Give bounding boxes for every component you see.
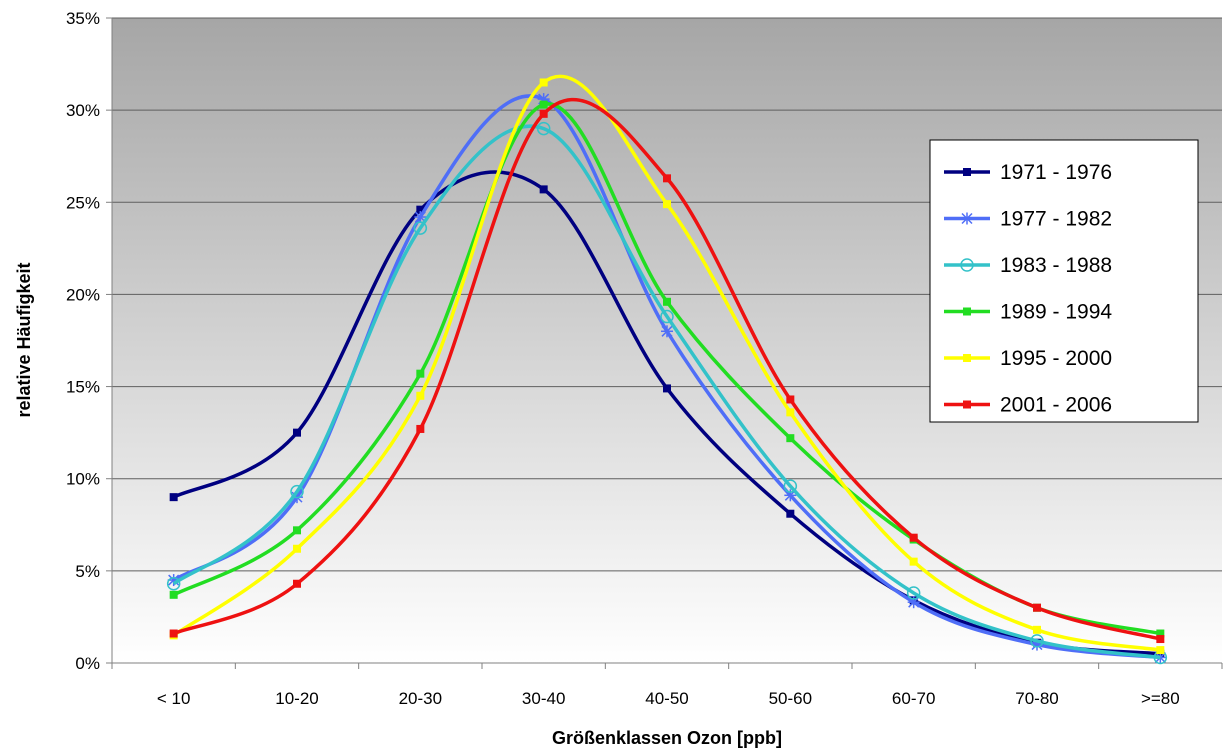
data-point [663,297,671,306]
legend-marker [963,307,971,316]
legend-items: 1971 - 1976 1977 - 1982 1983 - 1988 1989 - … [944,161,1112,417]
legend-label: 1983 - 1988 [1000,254,1112,277]
legend-item: 2001 - 2006 [944,394,1112,417]
data-point [786,434,795,443]
data-point [907,596,920,609]
data-point [413,221,428,235]
data-point [539,78,548,87]
data-point [290,484,304,499]
legend-label: 1977 - 1982 [1000,208,1112,231]
data-point [293,526,301,535]
data-point [539,185,548,194]
data-point [416,391,425,400]
legend-item: 1995 - 2000 [944,347,1112,370]
x-axis-ticks: < 10 10-20 20-30 30-40 40-50 50-60 60-70 70-80 >… [111,663,1223,708]
series-line [173,97,1161,641]
legend: 1971 - 1976 1977 - 1982 1983 - 1988 1989 - … [929,139,1199,423]
x-tick-label: 10-20 [275,689,318,708]
x-tick-label: < 10 [157,689,191,708]
legend-marker [963,400,971,409]
y-tick-label: 30% [66,101,100,120]
data-point [1156,629,1165,638]
series-line [172,124,1161,660]
legend-item: 1983 - 1988 [944,254,1112,277]
x-tick-label: 30-40 [522,689,565,708]
data-point [1156,646,1165,655]
legend-label: 1989 - 1994 [1000,301,1112,324]
legend-item: 1989 - 1994 [944,301,1112,324]
data-point [169,629,178,638]
x-tick-label: 70-80 [1015,689,1058,708]
y-axis-ticks: 0% 5% 10% 15% 20% 25% 30% 35% [66,9,112,673]
x-tick-label: >=80 [1141,689,1180,708]
data-point [416,424,425,433]
series-line [172,170,1161,656]
y-tick-label: 10% [66,470,100,489]
x-tick-label: 50-60 [769,689,812,708]
x-tick-label: 40-50 [645,689,688,708]
data-point [663,200,671,209]
data-point [786,509,795,518]
data-point [661,325,673,338]
data-point [663,174,671,183]
y-tick-label: 15% [66,378,100,397]
legend-label: 2001 - 2006 [1000,394,1112,417]
data-point [293,579,301,588]
x-axis-label: Größenklassen Ozon [ppb] [552,728,782,748]
y-axis-label: relative Häufigkeit [14,262,34,417]
x-tick-label: 60-70 [892,689,935,708]
series-line [172,74,1161,652]
x-tick-label: 20-30 [399,689,442,708]
data-point [909,533,918,542]
data-point [783,479,798,493]
data-point [1033,603,1041,612]
legend-label: 1971 - 1976 [1000,161,1112,184]
y-tick-label: 35% [66,9,100,28]
legend-label: 1995 - 2000 [1000,347,1112,370]
series-layer [166,74,1168,665]
series-6 [169,97,1165,644]
legend-marker [961,212,973,225]
data-point [416,205,425,214]
data-point [539,100,548,109]
y-tick-label: 20% [66,285,100,304]
data-point [536,121,551,136]
data-point [169,493,178,502]
legend-marker [963,168,971,176]
legend-marker [960,258,974,272]
data-point [166,577,181,591]
data-point [660,309,674,324]
legend-marker [963,354,971,362]
legend-item: 1971 - 1976 [944,161,1112,184]
data-point [293,428,301,437]
y-tick-label: 25% [66,193,100,212]
legend-box [929,139,1199,423]
data-point [1030,634,1044,648]
data-point [169,590,178,599]
y-tick-label: 0% [75,654,100,673]
data-point [416,369,425,378]
data-point [909,557,918,566]
data-point [906,586,921,600]
legend-item: 1977 - 1982 [944,208,1112,231]
data-point [1156,635,1165,644]
data-point [1033,625,1041,634]
data-point [539,109,548,118]
y-tick-label: 5% [75,562,100,581]
data-point [293,544,301,553]
data-point [786,408,795,417]
data-point [786,395,795,404]
data-point [663,384,671,393]
